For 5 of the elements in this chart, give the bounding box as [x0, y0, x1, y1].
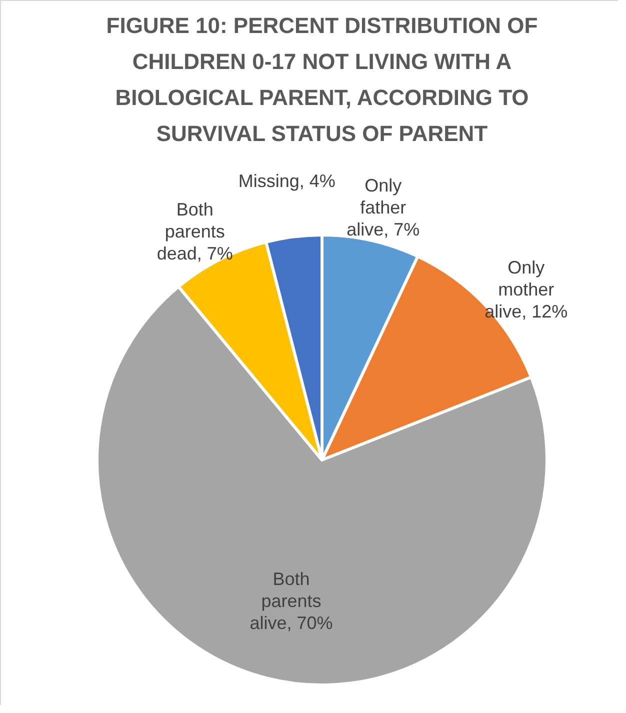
chart-title: FIGURE 10: PERCENT DISTRIBUTION OF CHILDREN 0-17 NOT LIVING WITH A BIOLOGICAL PARENT, ACCORDING TO SURVIVAL STATUS OF PARENT [106, 13, 538, 146]
slice-label: Both parents dead, 7% [156, 200, 233, 264]
slice-label: Both parents alive, 70% [250, 568, 333, 633]
slice-label: Only father alive, 7% [346, 176, 420, 240]
slice-label: Missing, 4% [238, 171, 336, 192]
